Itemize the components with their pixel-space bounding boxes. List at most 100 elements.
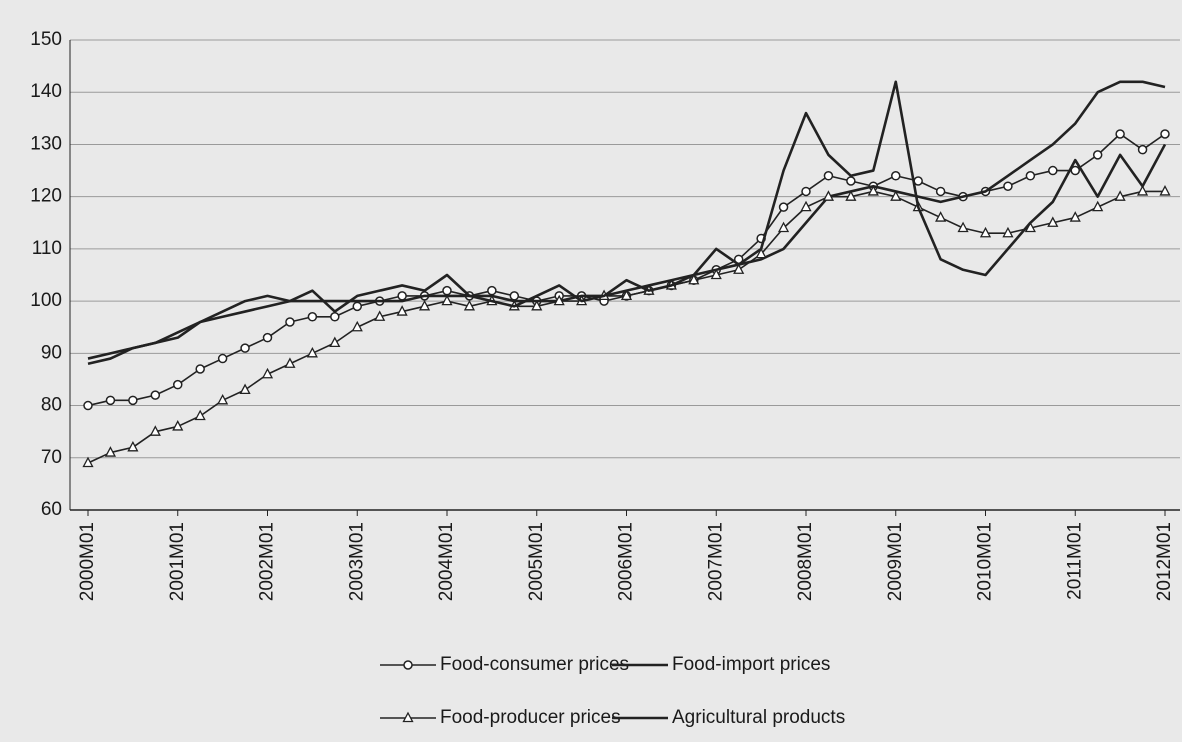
- point-marker: [1003, 181, 1013, 191]
- legend-marker: [402, 711, 414, 723]
- x-tick-label: 2004M01: [436, 522, 457, 601]
- point-marker: [149, 425, 161, 436]
- point-marker: [1048, 165, 1058, 176]
- point-marker: [1136, 185, 1149, 196]
- point-marker: [755, 247, 767, 259]
- legend-label: Agricultural products: [672, 707, 845, 728]
- legend-label: Food-import prices: [672, 654, 830, 675]
- point-marker: [1070, 165, 1080, 176]
- point-marker: [150, 390, 161, 400]
- point-marker: [801, 186, 811, 197]
- point-marker: [733, 263, 745, 274]
- point-marker: [1069, 211, 1081, 222]
- point-marker: [306, 346, 318, 358]
- point-marker: [890, 190, 902, 201]
- point-marker: [128, 395, 138, 406]
- point-marker: [913, 176, 923, 186]
- x-tick-label: 2009M01: [885, 522, 906, 601]
- point-marker: [823, 171, 834, 181]
- point-marker: [1047, 216, 1059, 227]
- point-marker: [127, 440, 139, 452]
- point-marker: [374, 310, 386, 321]
- y-tick-label: 150: [30, 29, 62, 50]
- point-marker: [217, 353, 228, 364]
- point-marker: [1092, 200, 1104, 212]
- point-marker: [352, 301, 362, 312]
- point-marker: [935, 211, 947, 222]
- point-marker: [442, 285, 452, 296]
- point-marker: [845, 190, 857, 201]
- point-marker: [822, 190, 835, 201]
- point-marker: [867, 185, 879, 196]
- point-marker: [83, 400, 93, 411]
- point-marker: [330, 312, 340, 322]
- y-tick-label: 60: [41, 499, 62, 520]
- point-marker: [1137, 144, 1148, 155]
- point-marker: [553, 294, 565, 306]
- x-tick-label: 2000M01: [77, 522, 98, 601]
- point-marker: [935, 186, 946, 197]
- point-marker: [262, 332, 273, 343]
- point-marker: [307, 312, 318, 322]
- x-tick-label: 2008M01: [795, 522, 816, 601]
- legend-label: Food-producer prices: [440, 707, 621, 728]
- x-tick-label: 2001M01: [167, 522, 188, 601]
- point-marker: [1114, 190, 1126, 201]
- point-marker: [441, 294, 453, 306]
- x-tick-label: 2003M01: [346, 522, 367, 601]
- x-tick-label: 2012M01: [1154, 522, 1175, 601]
- y-tick-label: 130: [30, 133, 62, 154]
- point-marker: [1115, 129, 1125, 139]
- series-line: [87, 80, 1166, 360]
- point-marker: [957, 221, 969, 233]
- point-marker: [351, 320, 363, 332]
- x-tick-label: 2011M01: [1064, 522, 1085, 600]
- point-marker: [82, 456, 94, 468]
- x-tick-label: 2006M01: [616, 522, 637, 601]
- y-tick-label: 70: [41, 447, 62, 468]
- point-marker: [104, 446, 117, 457]
- point-marker: [778, 202, 789, 212]
- x-tick-label: 2005M01: [526, 522, 547, 601]
- y-tick-label: 110: [32, 238, 62, 259]
- series-line: [87, 80, 1167, 366]
- point-marker: [800, 200, 812, 212]
- legend-marker: [403, 660, 413, 670]
- point-marker: [710, 268, 722, 280]
- y-tick-label: 140: [30, 81, 62, 102]
- legend-label: Food-consumer prices: [440, 654, 629, 675]
- point-marker: [620, 289, 633, 301]
- point-marker: [285, 317, 295, 327]
- point-marker: [1002, 226, 1014, 238]
- point-marker: [397, 291, 407, 301]
- x-tick-label: 2007M01: [705, 522, 726, 601]
- point-marker: [531, 299, 543, 311]
- point-marker: [172, 420, 184, 431]
- y-tick-label: 120: [30, 186, 62, 207]
- point-marker: [979, 226, 992, 238]
- point-marker: [284, 357, 296, 368]
- series-line: [87, 133, 1166, 407]
- point-marker: [195, 364, 205, 374]
- point-marker: [194, 409, 206, 421]
- point-marker: [777, 221, 790, 233]
- point-marker: [1092, 150, 1103, 160]
- x-tick-label: 2010M01: [975, 522, 996, 601]
- point-marker: [217, 393, 229, 405]
- point-marker: [240, 343, 250, 353]
- y-tick-label: 90: [41, 342, 62, 363]
- x-tick-label: 2002M01: [257, 522, 278, 601]
- point-marker: [688, 273, 700, 285]
- point-marker: [463, 299, 476, 311]
- point-marker: [261, 367, 274, 379]
- point-marker: [239, 383, 251, 395]
- point-marker: [1025, 171, 1036, 181]
- series-line: [87, 190, 1165, 464]
- point-marker: [329, 336, 341, 348]
- point-marker: [173, 379, 183, 390]
- point-marker: [1159, 185, 1171, 196]
- point-marker: [846, 176, 856, 186]
- y-tick-label: 100: [30, 290, 62, 311]
- point-marker: [1160, 129, 1170, 139]
